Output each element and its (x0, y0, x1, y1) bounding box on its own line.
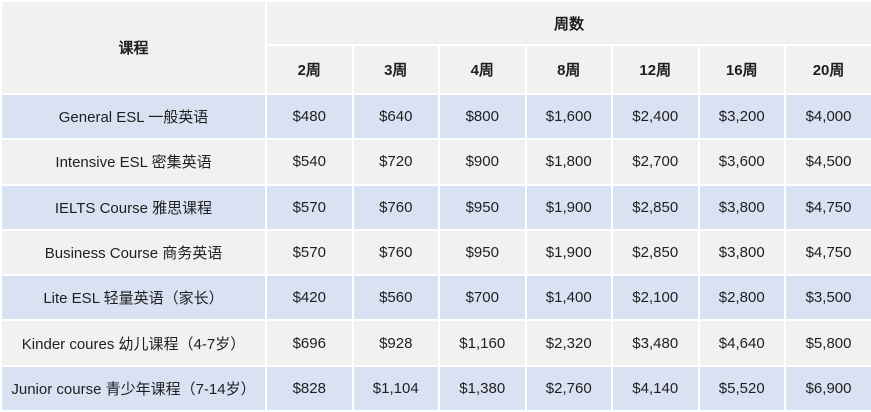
price-cell: $4,000 (783, 92, 871, 141)
header-row-week-columns: 2周 3周 4周 8周 12周 16周 20周 (1, 44, 871, 95)
price-cell: $900 (438, 138, 527, 186)
price-cell: $928 (351, 319, 440, 367)
price-cell: $4,640 (697, 319, 786, 367)
course-cell: IELTS Course 雅思课程 (0, 183, 267, 231)
weeks-group-header: 周数 (264, 0, 871, 46)
price-cell: $1,600 (524, 92, 613, 141)
course-cell: Junior course 青少年课程（7-14岁） (0, 364, 267, 412)
price-cell: $1,400 (524, 274, 613, 322)
price-cell: $480 (265, 92, 354, 141)
price-cell: $760 (351, 228, 440, 277)
table-row-business-course: Business Course 商务英语 $570 $760 $950 $1,9… (0, 228, 871, 277)
price-cell: $4,140 (611, 364, 700, 412)
course-cell: Business Course 商务英语 (0, 228, 267, 277)
price-cell: $1,800 (524, 138, 613, 186)
course-cell: Lite ESL 轻量英语（家长） (0, 274, 267, 322)
price-cell: $5,520 (697, 364, 786, 412)
price-cell: $540 (265, 138, 354, 186)
course-cell: Kinder coures 幼儿课程（4-7岁） (0, 319, 267, 367)
table-row-kinder-course: Kinder coures 幼儿课程（4-7岁） $696 $928 $1,16… (0, 319, 871, 367)
table-row-intensive-esl: Intensive ESL 密集英语 $540 $720 $900 $1,800… (0, 138, 871, 186)
price-cell: $6,900 (783, 364, 871, 412)
price-cell: $2,850 (611, 228, 700, 277)
header-row-weeks-group: 课程 周数 (0, 0, 871, 95)
table-row-general-esl: General ESL 一般英语 $480 $640 $800 $1,600 $… (0, 92, 871, 141)
course-cell: General ESL 一般英语 (0, 92, 267, 141)
price-cell: $696 (265, 319, 354, 367)
price-cell: $4,500 (783, 138, 871, 186)
price-cell: $950 (438, 183, 527, 231)
table-row-junior-course: Junior course 青少年课程（7-14岁） $828 $1,104 $… (0, 364, 871, 412)
week-column-header-2w: 2周 (265, 44, 354, 95)
week-column-header-12w: 12周 (611, 44, 700, 95)
price-cell: $3,200 (697, 92, 786, 141)
week-column-header-8w: 8周 (524, 44, 613, 95)
price-cell: $2,100 (611, 274, 700, 322)
course-column-header: 课程 (0, 0, 267, 95)
price-cell: $2,400 (611, 92, 700, 141)
price-cell: $950 (438, 228, 527, 277)
price-cell: $4,750 (783, 228, 871, 277)
price-cell: $3,500 (783, 274, 871, 322)
week-column-header-3w: 3周 (351, 44, 440, 95)
price-cell: $720 (351, 138, 440, 186)
price-cell: $570 (265, 183, 354, 231)
price-cell: $3,800 (697, 183, 786, 231)
price-cell: $640 (351, 92, 440, 141)
course-cell: Intensive ESL 密集英语 (0, 138, 267, 186)
price-cell: $2,320 (524, 319, 613, 367)
price-cell: $1,380 (438, 364, 527, 412)
price-cell: $2,850 (611, 183, 700, 231)
price-cell: $3,800 (697, 228, 786, 277)
price-cell: $828 (265, 364, 354, 412)
week-column-header-4w: 4周 (438, 44, 527, 95)
table-body: General ESL 一般英语 $480 $640 $800 $1,600 $… (0, 92, 871, 412)
price-cell: $2,800 (697, 274, 786, 322)
price-cell: $1,160 (438, 319, 527, 367)
table-row-ielts-course: IELTS Course 雅思课程 $570 $760 $950 $1,900 … (0, 183, 871, 231)
price-cell: $700 (438, 274, 527, 322)
price-cell: $570 (265, 228, 354, 277)
price-cell: $760 (351, 183, 440, 231)
price-cell: $5,800 (783, 319, 871, 367)
price-cell: $1,900 (524, 228, 613, 277)
price-cell: $420 (265, 274, 354, 322)
price-cell: $1,104 (351, 364, 440, 412)
price-cell: $560 (351, 274, 440, 322)
price-cell: $800 (438, 92, 527, 141)
price-cell: $2,700 (611, 138, 700, 186)
price-cell: $1,900 (524, 183, 613, 231)
price-cell: $3,480 (611, 319, 700, 367)
price-cell: $4,750 (783, 183, 871, 231)
week-column-header-20w: 20周 (783, 44, 871, 95)
week-column-header-16w: 16周 (697, 44, 786, 95)
table-row-lite-esl: Lite ESL 轻量英语（家长） $420 $560 $700 $1,400 … (0, 274, 871, 322)
table-header: 课程 周数 2周 3周 4周 8周 12周 16周 20周 (0, 0, 871, 95)
price-cell: $2,760 (524, 364, 613, 412)
price-cell: $3,600 (697, 138, 786, 186)
